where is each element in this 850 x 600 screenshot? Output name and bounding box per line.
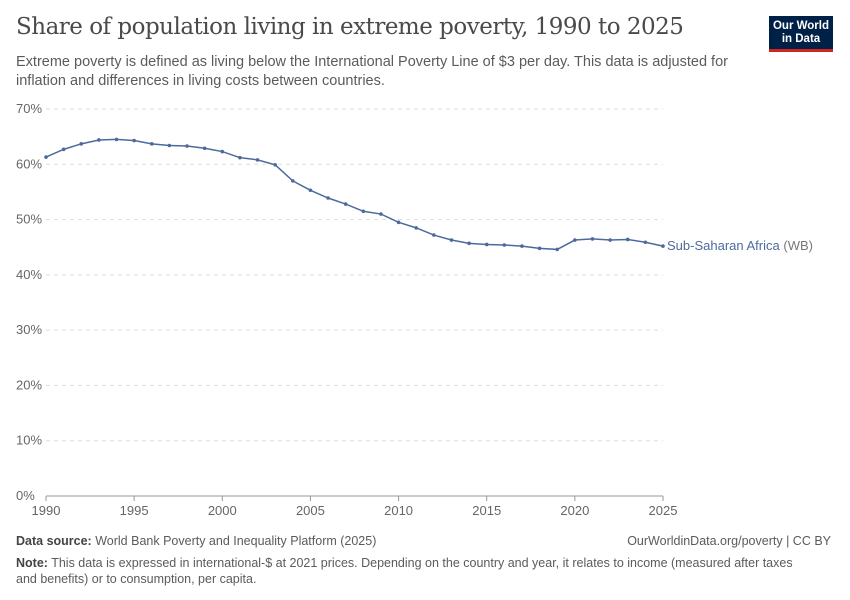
y-tick-label: 20% [16,377,42,392]
note: Note: This data is expressed in internat… [16,555,816,587]
y-tick-label: 70% [16,101,42,116]
data-point [625,237,630,242]
data-point [149,142,154,146]
y-tick-label: 40% [16,267,42,282]
data-point [520,244,524,248]
source-text[interactable]: World Bank Poverty and Inequality Platfo… [95,534,377,548]
y-tick-label: 10% [16,433,42,448]
x-tick-label: 1990 [32,503,61,518]
data-point [220,149,225,154]
data-point [97,138,101,142]
data-point [449,238,454,242]
data-point [555,247,560,252]
data-point [291,179,295,183]
series-label: Sub-Saharan Africa (WB) [667,238,813,253]
data-point [537,246,542,251]
source-url[interactable]: OurWorldinData.org/poverty | CC BY [627,534,831,548]
y-tick-label: 30% [16,322,42,337]
data-point [484,242,489,247]
x-tick-label: 1995 [120,503,149,518]
note-text: This data is expressed in international-… [16,556,793,586]
data-point [114,137,119,142]
data-point [573,238,577,242]
data-point [343,202,348,206]
y-tick-label: 50% [16,212,42,227]
data-point [326,196,330,200]
x-tick-label: 2025 [649,503,678,518]
data-point [79,142,84,146]
owid-logo[interactable]: Our World in Data [769,16,833,52]
data-point [379,212,383,216]
data-point [396,220,401,225]
x-tick-label: 2005 [296,503,325,518]
data-point [273,163,277,167]
series-line [45,138,664,251]
data-point [361,209,366,214]
data-point [61,147,66,152]
data-point [502,243,507,247]
x-tick-label: 2020 [560,503,589,518]
data-point [643,240,648,245]
data-point [255,158,260,162]
chart-subtitle: Extreme poverty is defined as living bel… [16,54,728,89]
series-label-suffix: (WB) [783,238,813,253]
data-point [432,233,436,237]
data-point [467,241,471,246]
y-tick-label: 0% [16,488,35,503]
data-point [132,138,136,143]
data-point [590,237,595,241]
note-label: Note: [16,556,48,570]
x-tick-label: 2000 [208,503,237,518]
data-point [167,143,172,148]
data-point [661,244,665,248]
data-point [238,155,242,160]
x-tick-label: 2015 [472,503,501,518]
data-point [414,226,419,230]
data-point [308,188,313,193]
data-point [44,155,48,159]
data-point [202,146,207,151]
data-point [608,238,612,242]
y-tick-label: 60% [16,156,42,171]
chart-title: Share of population living in extreme po… [16,14,684,40]
x-tick-label: 2010 [384,503,413,518]
data-source: Data source: World Bank Poverty and Ineq… [16,534,376,548]
source-label: Data source: [16,534,92,548]
data-point [185,144,189,148]
